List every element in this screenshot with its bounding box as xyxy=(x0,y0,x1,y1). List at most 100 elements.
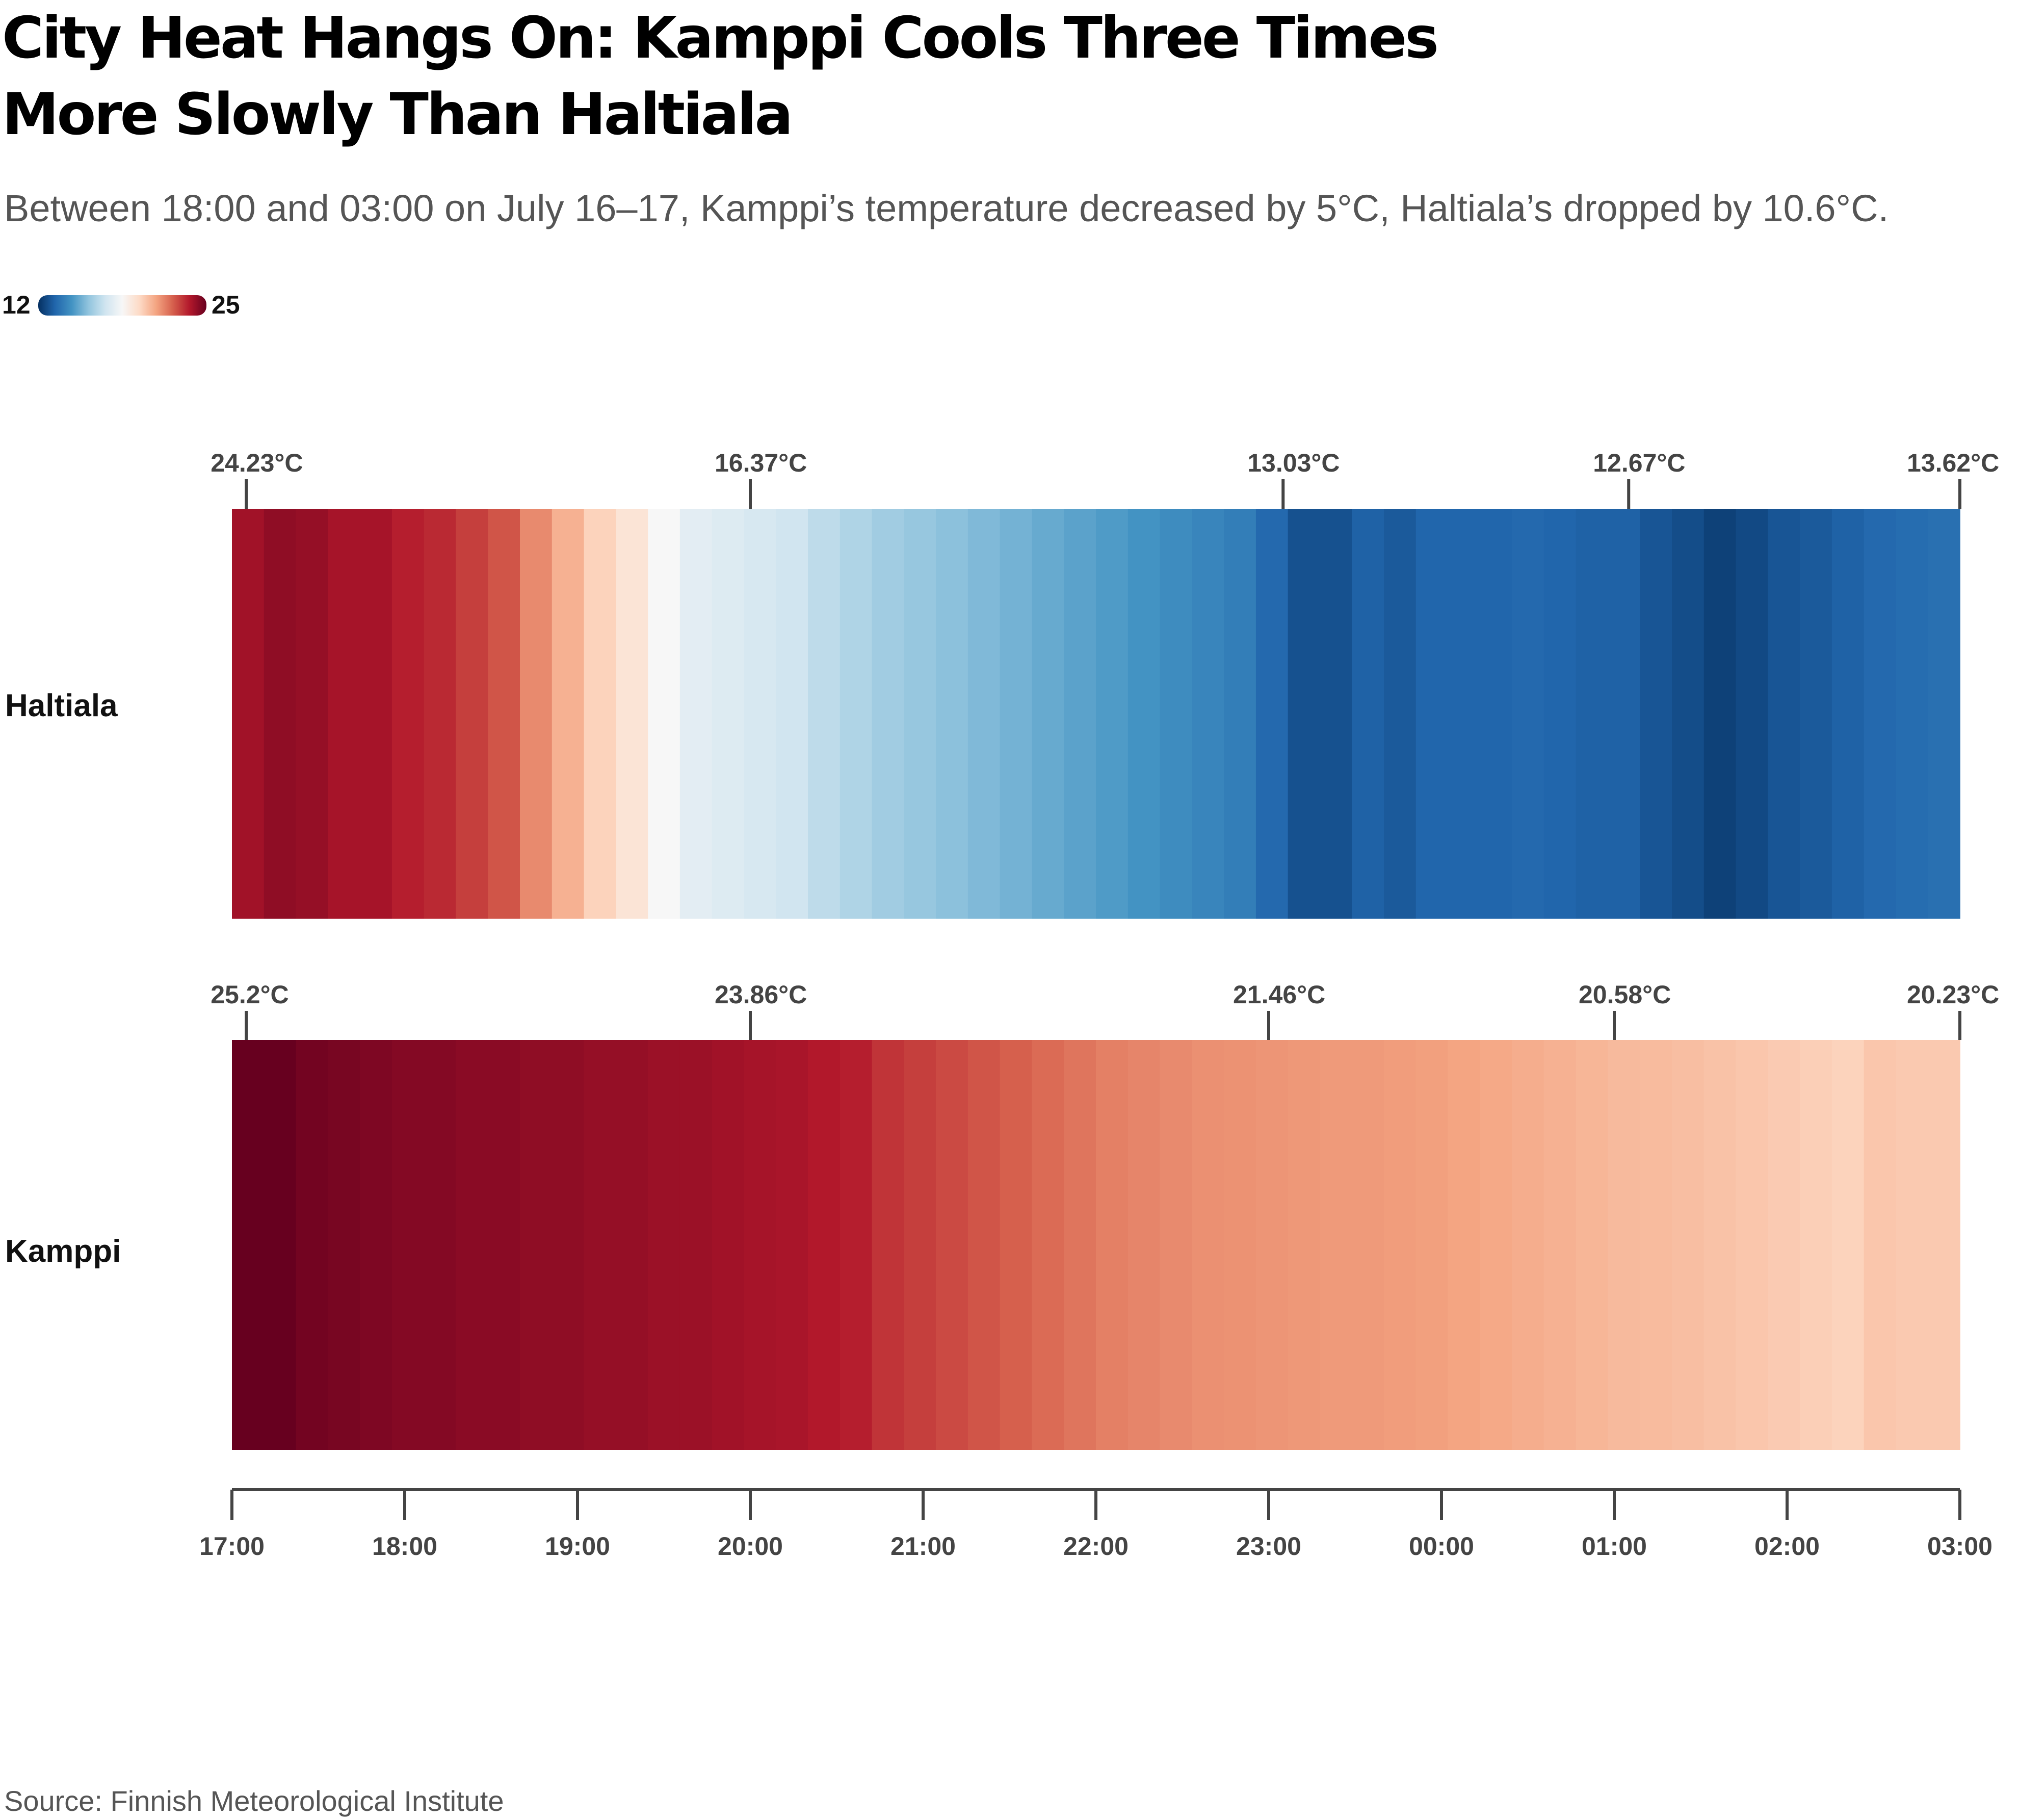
heatmap-cell xyxy=(1480,1040,1512,1450)
heatmap-cell xyxy=(1736,509,1769,919)
color-legend-min-label: 12 xyxy=(2,291,31,319)
heatmap-cell xyxy=(616,1040,648,1450)
heatmap-cell xyxy=(488,1040,520,1450)
heatmap-cell xyxy=(1640,1040,1672,1450)
heatmap-cell xyxy=(1192,509,1224,919)
x-axis-tick-label: 22:00 xyxy=(1063,1532,1129,1561)
heatmap-cell xyxy=(1192,1040,1224,1450)
heatmap-cell xyxy=(616,509,648,919)
heatmap-cell xyxy=(1096,1040,1129,1450)
heatmap-cell xyxy=(1255,1040,1289,1450)
heatmap-cell xyxy=(1384,509,1417,919)
heatmap-cell xyxy=(1543,509,1577,919)
heatmap-cell xyxy=(584,1040,617,1450)
heatmap-cell xyxy=(1415,1040,1449,1450)
heatmap-cell xyxy=(456,1040,489,1450)
heatmap-cell xyxy=(232,509,265,919)
heatmap-cell xyxy=(1896,1040,1929,1450)
x-axis-tick-label: 19:00 xyxy=(545,1532,610,1561)
heatmap-cell xyxy=(424,509,457,919)
heatmap-cell xyxy=(679,1040,713,1450)
annotation-label: 25.2°C xyxy=(211,980,289,1009)
heatmap-cell xyxy=(424,1040,457,1450)
heatmap-cell xyxy=(1800,509,1832,919)
heatmap-cell xyxy=(1576,1040,1609,1450)
annotation-label: 13.03°C xyxy=(1247,449,1340,477)
heatmap-cell xyxy=(872,1040,905,1450)
annotation-label: 20.23°C xyxy=(1907,980,1999,1009)
heatmap-cell xyxy=(1288,1040,1321,1450)
heatmap-cell xyxy=(679,509,713,919)
heatmap-cell xyxy=(1000,1040,1033,1450)
heatmap-cell xyxy=(1224,1040,1256,1450)
heatmap-cell xyxy=(1064,1040,1096,1450)
heatmap-cell xyxy=(936,509,968,919)
heatmap-cell xyxy=(264,1040,297,1450)
heatmap-cell xyxy=(872,509,905,919)
x-axis-tick-label: 23:00 xyxy=(1236,1532,1301,1561)
heatmap-row-kamppi xyxy=(232,1040,1960,1450)
x-axis-tick-label: 17:00 xyxy=(199,1532,265,1561)
heatmap-cell xyxy=(1512,509,1544,919)
heatmap-cell xyxy=(1703,1040,1737,1450)
x-axis-tick-label: 03:00 xyxy=(1927,1532,1992,1561)
heatmap-cell xyxy=(712,509,745,919)
heatmap-cell xyxy=(1608,509,1641,919)
heatmap-cell xyxy=(552,1040,585,1450)
heatmap-cell xyxy=(1831,1040,1865,1450)
heatmap-cell xyxy=(1320,509,1353,919)
heatmap-cell xyxy=(296,509,329,919)
heatmap-cell xyxy=(840,509,873,919)
heatmap-cell xyxy=(1160,1040,1193,1450)
source-note: Source: Finnish Meteorological Institute xyxy=(4,1785,504,1817)
heatmap-cell xyxy=(1640,509,1672,919)
heatmap-cell xyxy=(1032,1040,1065,1450)
x-axis-tick-label: 20:00 xyxy=(718,1532,783,1561)
heatmap-cell xyxy=(328,509,360,919)
chart-subtitle: Between 18:00 and 03:00 on July 16–17, K… xyxy=(4,187,1889,229)
heatmap-cell xyxy=(1576,509,1609,919)
x-axis-tick-label: 21:00 xyxy=(890,1532,956,1561)
annotation-label: 16.37°C xyxy=(715,449,807,477)
heatmap-cell xyxy=(1352,1040,1384,1450)
heatmap-cell xyxy=(744,509,777,919)
heatmap-cell xyxy=(1064,509,1096,919)
heatmap-cell xyxy=(840,1040,873,1450)
heatmap-cell xyxy=(360,1040,392,1450)
heatmap-cell xyxy=(1320,1040,1353,1450)
chart-title: City Heat Hangs On: Kamppi Cools Three T… xyxy=(2,5,1439,148)
heatmap-cell xyxy=(1672,1040,1705,1450)
heatmap-cell xyxy=(1864,1040,1897,1450)
row-label-kamppi: Kamppi xyxy=(5,1234,121,1269)
heatmap-cell xyxy=(1096,509,1129,919)
heatmap-cell xyxy=(584,509,617,919)
annotation-label: 24.23°C xyxy=(211,449,303,477)
heatmap-cell xyxy=(391,509,425,919)
heatmap-cell xyxy=(1255,509,1289,919)
heatmap-cell xyxy=(1800,1040,1832,1450)
heatmap-cell xyxy=(391,1040,425,1450)
x-axis-tick-label: 18:00 xyxy=(372,1532,437,1561)
heatmap-cell xyxy=(1415,509,1449,919)
annotation-label: 20.58°C xyxy=(1579,980,1671,1009)
heatmap-cell xyxy=(1736,1040,1769,1450)
x-axis-tick-label: 02:00 xyxy=(1754,1532,1820,1561)
heatmap-cell xyxy=(1480,509,1512,919)
heatmap-cell xyxy=(1032,509,1065,919)
heatmap-cell xyxy=(1448,1040,1481,1450)
heatmap-cell xyxy=(1224,509,1256,919)
heatmap-cell xyxy=(296,1040,329,1450)
heatmap-cell xyxy=(1864,509,1897,919)
x-axis-tick-label: 01:00 xyxy=(1582,1532,1647,1561)
heatmap-cell xyxy=(1160,509,1193,919)
heatmap-cell xyxy=(1928,509,1960,919)
heatmap-cell xyxy=(967,509,1001,919)
color-legend-bar xyxy=(38,295,206,316)
heatmap-cell xyxy=(552,509,585,919)
heatmap-cell xyxy=(232,1040,265,1450)
heatmap-cell xyxy=(1928,1040,1960,1450)
heatmap-cell xyxy=(904,1040,936,1450)
heatmap-cell xyxy=(1448,509,1481,919)
heatmap-cell xyxy=(1288,509,1321,919)
x-axis-tick-label: 00:00 xyxy=(1409,1532,1474,1561)
